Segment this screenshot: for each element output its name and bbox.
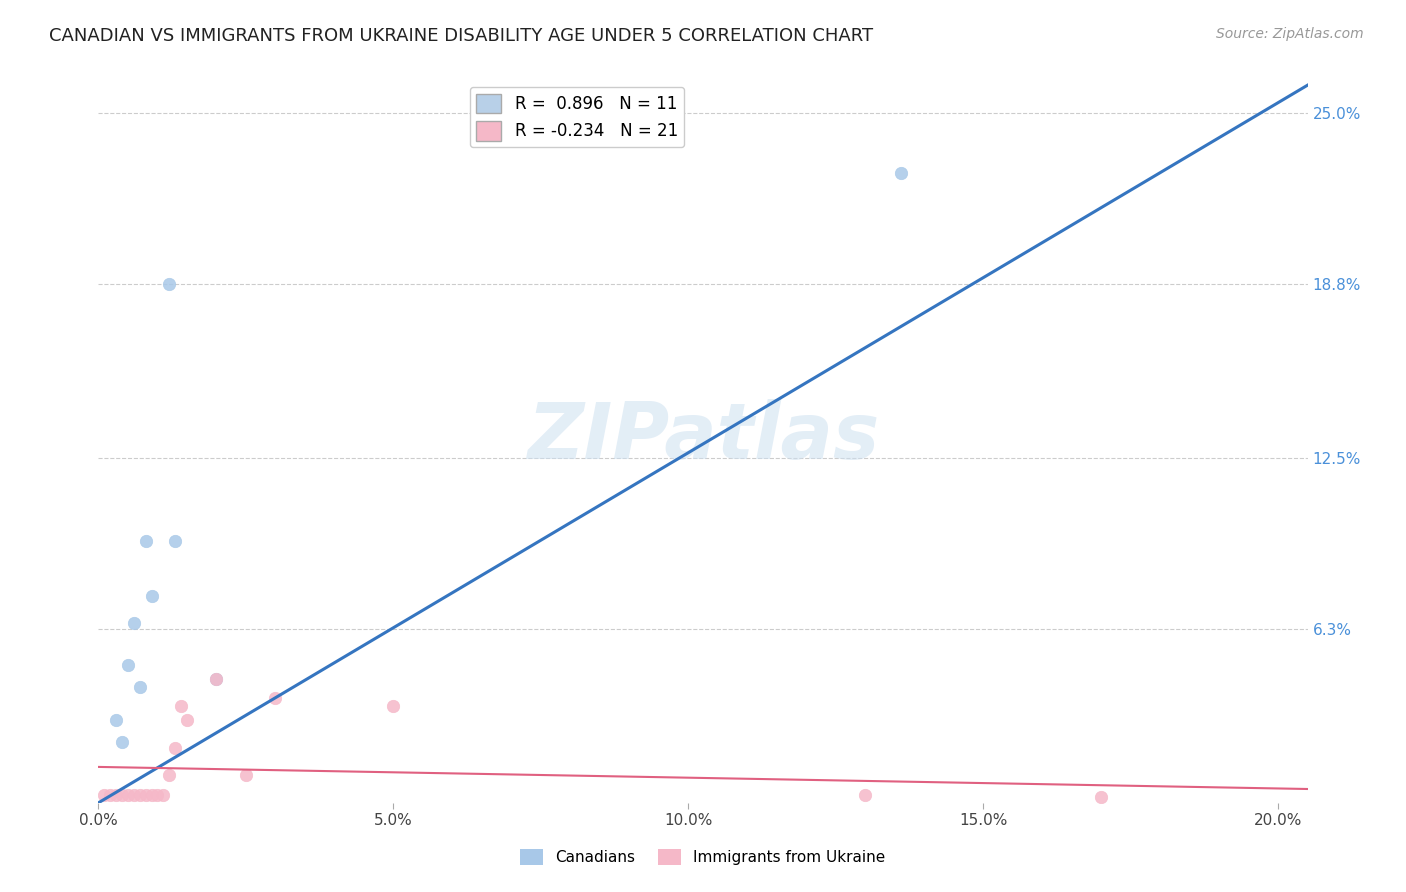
Text: Source: ZipAtlas.com: Source: ZipAtlas.com [1216,27,1364,41]
Point [128,788,150,802]
Point [128,680,150,694]
Point [165,740,187,755]
Point [264,690,287,705]
Point [382,699,405,714]
Point [135,788,157,802]
Point [117,657,139,672]
Point [98,788,121,802]
Point [105,713,128,727]
Point [141,788,163,802]
Point [152,788,174,802]
Point [122,616,145,631]
Point [170,699,193,714]
Legend: R =  0.896   N = 11, R = -0.234   N = 21: R = 0.896 N = 11, R = -0.234 N = 21 [470,87,685,147]
Point [205,672,228,686]
Legend: Canadians, Immigrants from Ukraine: Canadians, Immigrants from Ukraine [515,843,891,871]
Point [157,277,180,291]
Point [176,713,198,727]
Point [853,788,876,802]
Point [93,788,115,802]
Point [157,768,180,782]
Point [111,735,134,749]
Point [1090,790,1112,805]
Text: ZIPatlas: ZIPatlas [527,399,879,475]
Point [890,166,912,180]
Point [135,533,157,548]
Point [122,788,145,802]
Point [117,788,139,802]
Point [235,768,257,782]
Text: CANADIAN VS IMMIGRANTS FROM UKRAINE DISABILITY AGE UNDER 5 CORRELATION CHART: CANADIAN VS IMMIGRANTS FROM UKRAINE DISA… [49,27,873,45]
Point [205,672,228,686]
Point [165,533,187,548]
Point [141,589,163,603]
Point [105,788,128,802]
Point [146,788,169,802]
Point [111,788,134,802]
